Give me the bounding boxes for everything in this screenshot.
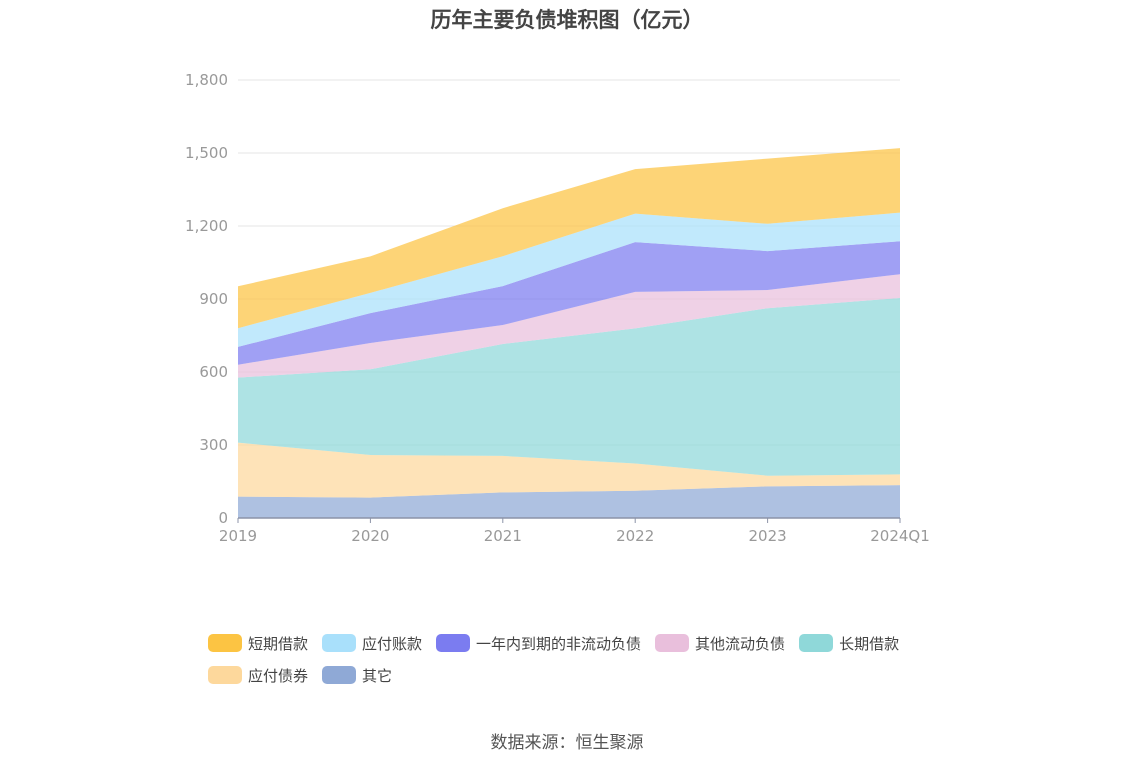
legend-swatch [436,634,471,652]
area-series [238,148,900,518]
legend-item[interactable]: 短期借款 [208,632,308,654]
area-一年内到期的非流动负债 [238,241,900,365]
y-tick-label: 600 [199,363,228,381]
legend-label: 应付账款 [362,634,423,653]
legend-item[interactable]: 长期借款 [799,632,899,654]
x-tick-label: 2023 [749,527,787,545]
axes: 0 300 600 900 1,200 1,500 1,800 2019 2020 2021 202… [185,71,930,545]
area-短期借款 [238,148,900,329]
legend-swatch [322,666,357,684]
x-tick-label: 2019 [219,527,257,545]
stacked-area-chart: 0 300 600 900 1,200 1,500 1,800 2019 2020 2021 202… [185,71,930,545]
legend-swatch [208,634,242,652]
legend-item[interactable]: 其它 [322,664,392,686]
x-tick-label: 2022 [616,527,654,545]
legend-item[interactable]: 一年内到期的非流动负债 [436,632,641,654]
area-应付账款 [238,212,900,347]
y-tick-label: 900 [199,290,228,308]
chart-title: 历年主要负债堆积图（亿元） [430,8,704,32]
y-tick-label: 1,800 [185,71,228,89]
legend-label: 应付债券 [248,666,309,685]
legend-label: 长期借款 [839,634,900,653]
data-source-note: 数据来源：恒生聚源 [490,733,644,753]
y-tick-label: 0 [218,509,228,527]
y-tick-label: 1,500 [185,144,228,162]
area-应付债券 [238,442,900,498]
x-tick-label: 2021 [484,527,522,545]
area-其它 [238,485,900,518]
legend-swatch [322,634,357,652]
area-长期借款 [238,298,900,476]
x-tick-label: 2024Q1 [870,527,930,545]
y-tick-label: 1,200 [185,217,228,235]
area-其他流动负债 [238,274,900,378]
y-tick-label: 300 [199,436,228,454]
legend: 短期借款 应付账款 一年内到期的非流动负债 其他流动负债 长期借款应付债券 其它 [208,632,968,696]
legend-item[interactable]: 其他流动负债 [655,632,785,654]
legend-item[interactable]: 应付账款 [322,632,422,654]
legend-swatch [208,666,242,684]
legend-item[interactable]: 应付债券 [208,664,308,686]
legend-label: 其它 [362,666,393,685]
legend-label: 短期借款 [248,634,309,653]
x-tick-label: 2020 [351,527,389,545]
legend-swatch [655,634,690,652]
legend-label: 其他流动负债 [695,634,786,653]
legend-label: 一年内到期的非流动负债 [476,634,642,653]
legend-swatch [799,634,834,652]
